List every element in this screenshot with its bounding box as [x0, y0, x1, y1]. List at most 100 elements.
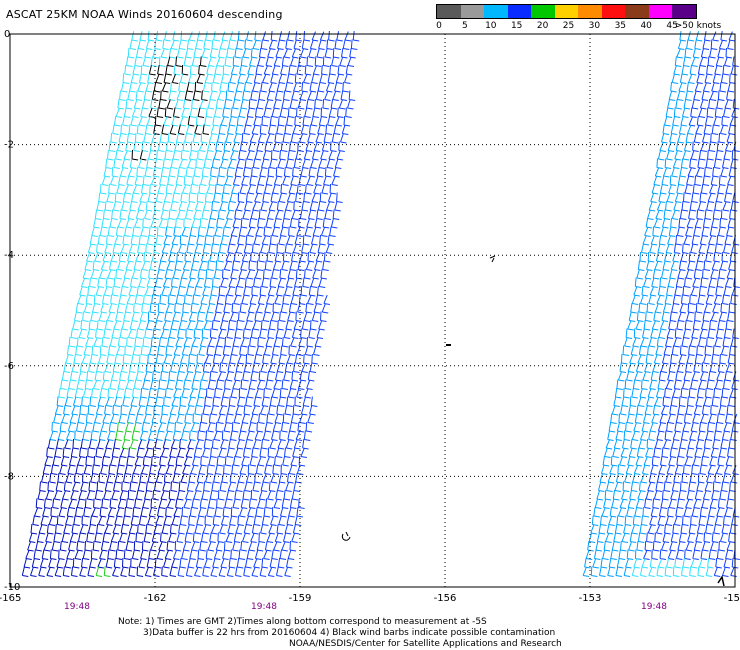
wind-barb	[76, 541, 83, 552]
wind-barb	[78, 328, 86, 339]
wind-barb	[136, 328, 143, 339]
wind-barb	[205, 31, 212, 42]
wind-barb	[186, 201, 194, 212]
wind-barb	[189, 549, 196, 560]
wind-barb	[710, 312, 718, 322]
wind-barb	[635, 320, 642, 331]
wind-barb	[683, 99, 691, 110]
wind-barb	[118, 456, 125, 467]
wind-barb	[696, 116, 704, 127]
wind-barb	[147, 30, 155, 42]
wind-barb	[266, 90, 274, 101]
wind-barb	[732, 371, 740, 382]
wind-barb	[247, 65, 254, 76]
wind-barb	[159, 294, 166, 305]
wind-barb	[136, 124, 144, 135]
wind-barb	[680, 387, 688, 399]
wind-barb	[680, 116, 687, 127]
wind-barb	[244, 201, 251, 212]
wind-barb	[643, 277, 650, 288]
wind-barb	[315, 252, 323, 263]
wind-barb	[249, 56, 256, 67]
wind-barb	[723, 558, 731, 569]
wind-barb	[67, 422, 75, 433]
wind-barb	[86, 532, 93, 543]
wind-barb	[28, 532, 36, 543]
wind-barb	[284, 405, 292, 416]
wind-barb	[631, 524, 638, 535]
wind-barb	[727, 39, 734, 50]
wind-barb	[150, 99, 157, 110]
wind-barb	[696, 73, 703, 84]
wind-barb	[294, 235, 302, 246]
wind-barb	[629, 396, 637, 407]
wind-barb	[704, 31, 711, 42]
wind-barb	[120, 124, 127, 135]
wind-barb	[178, 524, 185, 535]
wind-barb	[185, 48, 192, 59]
wind-barb	[709, 91, 717, 101]
wind-barb	[219, 39, 227, 50]
ascat-swaths	[21, 30, 740, 577]
wind-barb	[695, 396, 702, 407]
wind-barb	[204, 396, 211, 407]
wind-barb	[649, 286, 657, 297]
wind-barb	[187, 277, 195, 288]
wind-barb	[269, 116, 277, 127]
wind-barb	[288, 303, 296, 314]
wind-barb	[184, 532, 192, 543]
wind-barb	[207, 498, 215, 509]
wind-barb	[677, 541, 684, 552]
wind-barb	[224, 175, 232, 186]
wind-barb	[197, 149, 204, 161]
wind-barb	[727, 82, 735, 93]
wind-barb	[131, 473, 138, 484]
wind-barb	[672, 294, 680, 305]
wind-barb	[169, 166, 176, 178]
wind-barb	[152, 370, 159, 382]
wind-barb	[197, 549, 205, 560]
wind-barb	[128, 167, 135, 178]
wind-barb	[112, 567, 119, 577]
wind-barb	[665, 337, 672, 348]
wind-barb	[687, 532, 694, 543]
wind-barb	[277, 439, 285, 450]
wind-barb	[673, 201, 680, 212]
wind-barb	[219, 82, 226, 93]
wind-barb	[715, 328, 723, 339]
wind-barb	[134, 498, 141, 509]
wind-barb	[220, 235, 228, 246]
wind-barb	[722, 430, 729, 441]
wind-barb	[715, 422, 722, 433]
wind-barb	[718, 269, 725, 280]
wind-barb	[320, 107, 328, 118]
wind-barb	[213, 269, 221, 280]
wind-barb	[213, 192, 220, 203]
wind-barb	[700, 141, 707, 152]
wind-barb	[229, 192, 237, 203]
wind-barb	[242, 328, 250, 339]
wind-barb	[148, 65, 156, 76]
wind-barb	[675, 99, 682, 110]
wind-barb	[711, 396, 719, 407]
wind-barb	[662, 260, 670, 271]
wind-barb	[730, 201, 738, 212]
left-swath	[21, 30, 360, 577]
wind-barb	[686, 447, 693, 458]
wind-barb	[709, 498, 717, 509]
wind-barb	[161, 524, 169, 535]
wind-barb	[677, 405, 684, 416]
wind-barb	[650, 507, 658, 518]
wind-barb	[290, 133, 298, 144]
wind-barb	[666, 192, 674, 203]
wind-barb	[243, 82, 251, 93]
wind-barb	[177, 167, 184, 178]
wind-barb	[258, 413, 265, 424]
wind-barb	[170, 362, 177, 373]
wind-barb	[138, 396, 146, 407]
wind-barb	[145, 243, 152, 254]
wind-barb	[38, 566, 45, 577]
wind-barb	[711, 490, 718, 501]
wind-barb	[257, 56, 264, 67]
wind-barb	[119, 90, 126, 101]
